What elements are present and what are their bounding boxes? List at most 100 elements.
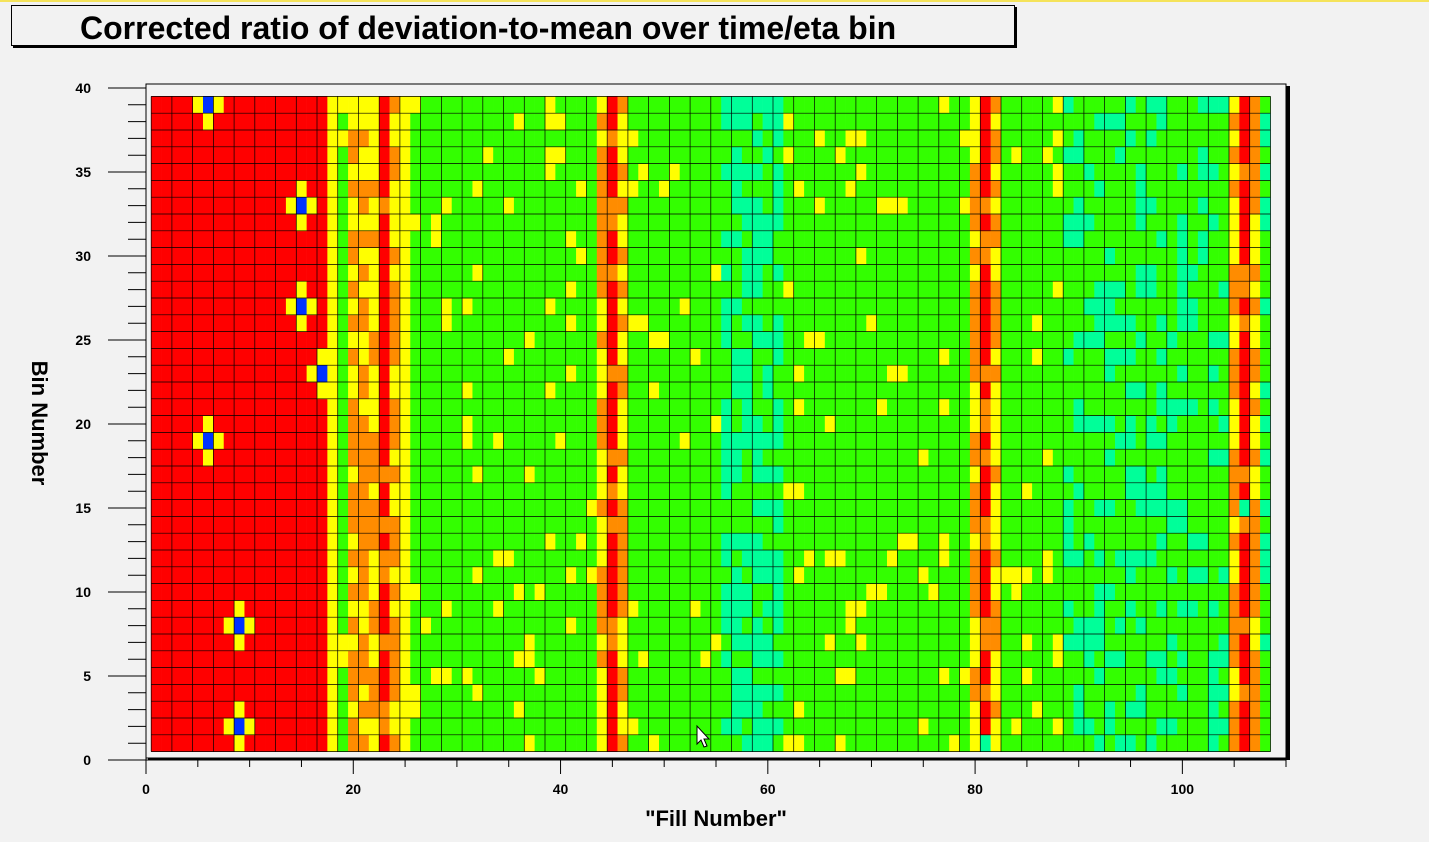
heatmap-cell: [482, 415, 494, 433]
heatmap-cell: [503, 667, 515, 685]
heatmap-cell: [876, 230, 888, 248]
heatmap-cell: [845, 701, 857, 719]
heatmap-cell: [887, 314, 898, 332]
heatmap-cell: [1146, 382, 1157, 400]
heatmap-cell: [897, 331, 909, 349]
heatmap-cell: [379, 718, 390, 736]
heatmap-cell: [555, 533, 567, 551]
heatmap-cell: [700, 650, 712, 668]
heatmap-cell: [1011, 600, 1023, 618]
heatmap-cell: [545, 281, 556, 299]
heatmap-cell: [741, 163, 753, 181]
heatmap-cell: [887, 617, 898, 635]
heatmap-cell: [1249, 163, 1261, 181]
heatmap-cell: [493, 634, 504, 652]
heatmap-cell: [565, 718, 577, 736]
heatmap-cell: [648, 415, 660, 433]
heatmap-cell: [348, 382, 359, 400]
heatmap-cell: [731, 617, 743, 635]
heatmap-cell: [907, 566, 919, 584]
heatmap-cell: [534, 533, 546, 551]
heatmap-cell: [348, 398, 359, 416]
heatmap-cell: [1187, 482, 1199, 500]
heatmap-cell: [482, 247, 494, 265]
heatmap-cell: [503, 499, 515, 517]
heatmap-cell: [741, 516, 753, 534]
heatmap-cell: [244, 499, 256, 517]
heatmap-cell: [265, 701, 276, 719]
heatmap-cell: [1208, 432, 1219, 450]
heatmap-cell: [171, 550, 183, 568]
heatmap-cell: [399, 281, 411, 299]
heatmap-cell: [586, 281, 598, 299]
heatmap-cell: [1146, 130, 1157, 148]
heatmap-cell: [845, 466, 857, 484]
heatmap-cell: [586, 550, 598, 568]
heatmap-cell: [866, 667, 877, 685]
heatmap-cell: [990, 684, 1002, 702]
heatmap-cell: [1011, 550, 1023, 568]
heatmap-cell: [980, 600, 991, 618]
heatmap-cell: [1001, 449, 1012, 467]
heatmap-cell: [596, 667, 608, 685]
heatmap-cell: [420, 617, 432, 635]
heatmap-cell: [949, 550, 960, 568]
heatmap-cell: [296, 163, 307, 181]
heatmap-cell: [1249, 348, 1261, 366]
heatmap-cell: [928, 701, 940, 719]
heatmap-cell: [741, 398, 753, 416]
heatmap-cell: [317, 718, 328, 736]
heatmap-cell: [741, 331, 753, 349]
heatmap-cell: [462, 634, 473, 652]
heatmap-cell: [1063, 130, 1074, 148]
heatmap-cell: [389, 96, 401, 114]
heatmap-cell: [679, 264, 691, 282]
heatmap-cell: [1260, 533, 1271, 551]
heatmap-cell: [1249, 449, 1261, 467]
heatmap-cell: [659, 583, 670, 601]
heatmap-cell: [1135, 365, 1147, 383]
heatmap-cell: [576, 718, 587, 736]
heatmap-cell: [451, 734, 463, 752]
heatmap-cell: [462, 398, 473, 416]
heatmap-cell: [379, 247, 390, 265]
heatmap-cell: [545, 650, 556, 668]
heatmap-cell: [980, 650, 991, 668]
heatmap-cell: [358, 230, 370, 248]
heatmap-cell: [659, 382, 670, 400]
heatmap-cell: [234, 684, 245, 702]
heatmap-cell: [690, 247, 701, 265]
heatmap-cell: [203, 650, 214, 668]
heatmap-cell: [1052, 113, 1064, 131]
heatmap-cell: [1042, 533, 1054, 551]
heatmap-cell: [659, 499, 670, 517]
heatmap-cell: [1052, 96, 1064, 114]
heatmap-cell: [420, 398, 432, 416]
heatmap-cell: [638, 314, 649, 332]
heatmap-cell: [379, 432, 390, 450]
heatmap-cell: [1011, 718, 1023, 736]
heatmap-cell: [410, 146, 421, 164]
heatmap-cell: [1125, 482, 1137, 500]
heatmap-cell: [1011, 650, 1023, 668]
heatmap-cell: [223, 146, 235, 164]
heatmap-cell: [741, 214, 753, 232]
heatmap-cell: [503, 634, 515, 652]
heatmap-cell: [524, 113, 535, 131]
heatmap-cell: [317, 314, 328, 332]
heatmap-cell: [1125, 583, 1137, 601]
heatmap-cell: [1218, 415, 1230, 433]
heatmap-cell: [1021, 146, 1033, 164]
heatmap-cell: [876, 314, 888, 332]
heatmap-cell: [244, 146, 256, 164]
heatmap-cell: [773, 667, 784, 685]
heatmap-cell: [348, 600, 359, 618]
heatmap-cell: [1052, 566, 1064, 584]
heatmap-cell: [1104, 180, 1116, 198]
heatmap-cell: [773, 365, 784, 383]
heatmap-cell: [1177, 718, 1188, 736]
heatmap-cell: [151, 197, 162, 215]
heatmap-cell: [296, 533, 307, 551]
heatmap-cell: [1011, 146, 1023, 164]
